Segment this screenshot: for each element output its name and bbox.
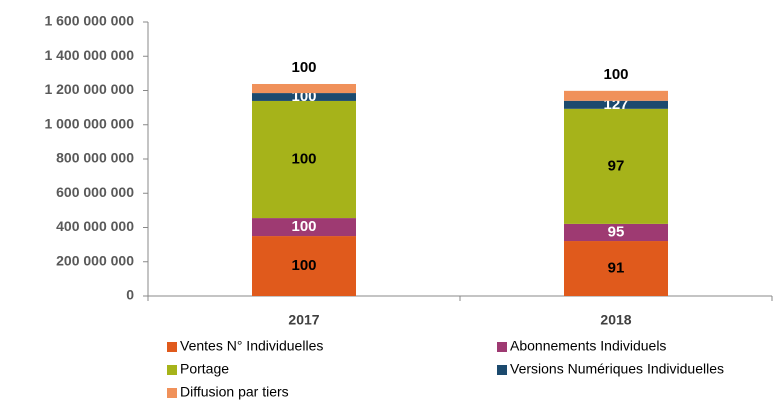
data-label: 97: [608, 157, 625, 174]
data-label: 100: [291, 257, 316, 274]
legend-swatch: [497, 342, 507, 352]
y-tick-label: 0: [126, 287, 134, 303]
data-label: 100: [291, 218, 316, 235]
y-tick-label: 1 600 000 000: [44, 13, 134, 29]
y-tick-label: 200 000 000: [56, 252, 134, 268]
y-tick-label: 400 000 000: [56, 218, 134, 234]
legend-label: Diffusion par tiers: [180, 384, 289, 400]
bar-segment: [564, 90, 668, 101]
data-label: 100: [603, 66, 628, 83]
y-tick-label: 600 000 000: [56, 184, 134, 200]
legend-swatch: [167, 342, 177, 352]
y-tick-label: 1 200 000 000: [44, 81, 134, 97]
legend-label: Portage: [180, 361, 229, 377]
data-label: 91: [608, 259, 625, 276]
bar-segment: [564, 100, 668, 109]
y-tick-label: 800 000 000: [56, 150, 134, 166]
y-tick-label: 1 400 000 000: [44, 47, 134, 63]
data-label: 95: [608, 223, 625, 240]
bar-segment: [252, 218, 356, 237]
bar-segment: [252, 100, 356, 219]
bar-segment: [564, 223, 668, 242]
legend-label: Abonnements Individuels: [510, 338, 666, 354]
bar-segment: [252, 236, 356, 296]
legend-swatch: [167, 365, 177, 375]
legend-swatch: [497, 365, 507, 375]
x-tick-label: 2017: [288, 312, 319, 328]
y-tick-label: 1 000 000 000: [44, 115, 134, 131]
bar-segment: [252, 93, 356, 101]
bar-segment: [564, 241, 668, 296]
legend-label: Ventes N° Individuelles: [180, 338, 323, 354]
legend-label: Versions Numériques Individuelles: [510, 361, 724, 377]
data-label: 100: [291, 59, 316, 76]
bar-segment: [252, 83, 356, 94]
data-label: 100: [291, 150, 316, 167]
legend-swatch: [167, 388, 177, 398]
x-tick-label: 2018: [600, 312, 631, 328]
bar-segment: [564, 108, 668, 224]
